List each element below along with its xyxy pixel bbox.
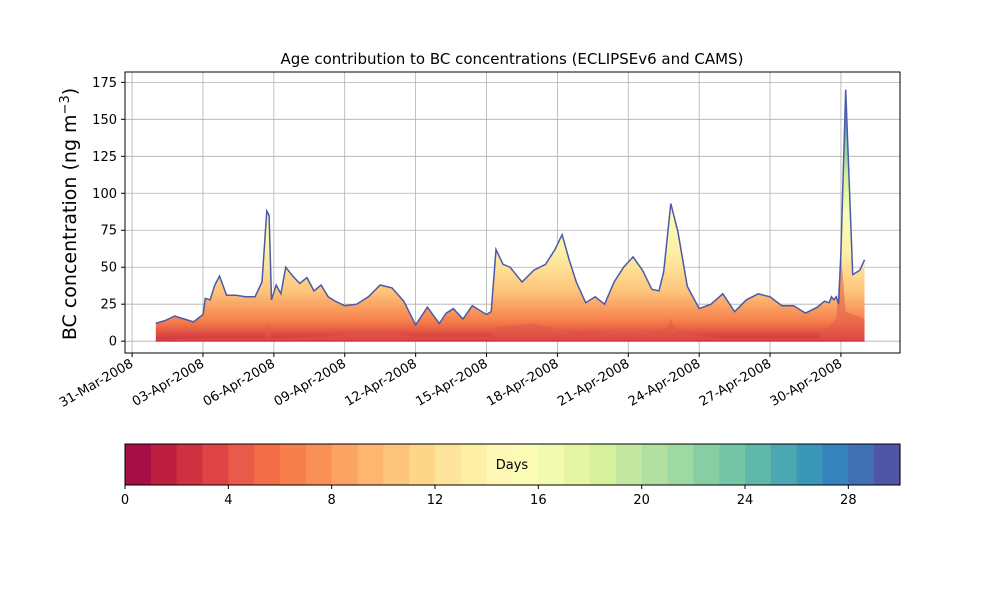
x-tick-label: 27-Apr-2008 [697,356,774,409]
colorbar-label: Days [496,458,529,473]
colorbar-cell [874,444,901,485]
y-tick-label: 75 [100,224,117,239]
x-tick-label: 12-Apr-2008 [343,356,420,409]
x-axis-ticks: 31-Mar-200803-Apr-200806-Apr-200809-Apr-… [57,353,845,411]
x-tick-label: 06-Apr-2008 [201,356,278,409]
total-series-line [155,89,866,327]
colorbar-cell [719,444,746,485]
colorbar-cell [254,444,281,485]
colorbar-cell [409,444,436,485]
colorbar-cell [641,444,669,485]
x-tick-label: 15-Apr-2008 [413,356,490,409]
y-tick-label: 25 [100,298,117,313]
y-tick-label: 125 [92,150,117,165]
colorbar-cell [305,444,333,485]
colorbar-tick-label: 20 [633,493,650,508]
chart-title: Age contribution to BC concentrations (E… [281,50,744,68]
colorbar-tick-label: 0 [121,493,129,508]
colorbar-cell [667,444,694,485]
colorbar-cell [848,444,875,485]
colorbar-cell [460,444,488,485]
y-axis-label: BC concentration (ng m−3) [58,88,82,340]
colorbar-cell [486,444,514,485]
colorbar-cell [383,444,410,485]
age-stack-area [155,89,865,342]
colorbar-cell [228,444,255,485]
x-tick-label: 21-Apr-2008 [555,356,632,409]
colorbar-cell [796,444,824,485]
y-axis-label-suffix: ) [59,88,81,95]
colorbar-cell [822,444,849,485]
colorbar-tick-label: 12 [427,493,444,508]
colorbar-tick-label: 4 [224,493,232,508]
x-tick-label: 09-Apr-2008 [272,356,349,409]
y-axis-label-superscript: −3 [58,95,73,114]
y-tick-label: 175 [92,76,117,91]
y-tick-label: 100 [92,187,117,202]
colorbar-frame [124,443,901,486]
stacked-area-group [155,89,866,342]
colorbar-cell [280,444,307,485]
colorbar-cell [512,444,539,485]
x-tick-label: 24-Apr-2008 [626,356,703,409]
colorbar-cell [331,444,359,485]
x-tick-label: 31-Mar-2008 [57,356,136,410]
colorbar-cell [590,444,617,485]
colorbar-tick-label: 24 [737,493,754,508]
colorbar-cell [150,444,178,485]
y-tick-label: 0 [109,335,117,350]
colorbar-cell [357,444,384,485]
y-axis-ticks: 0 25 50 75 100 125 150 175 [92,76,125,350]
grid-lines [125,72,900,353]
y-tick-label: 50 [100,261,117,276]
colorbar-cell [202,444,229,485]
colorbar: 0 4 8 12 16 20 24 28 [121,443,901,508]
colorbar-tick-label: 16 [530,493,547,508]
y-axis-label-main: BC concentration (ng m [59,114,81,340]
x-tick-label: 03-Apr-2008 [130,356,207,409]
colorbar-tick-label: 8 [328,493,336,508]
colorbar-cell [615,444,643,485]
x-tick-label: 30-Apr-2008 [768,356,845,409]
colorbar-cell [693,444,720,485]
colorbar-tick-label: 28 [840,493,857,508]
colorbar-cell [745,444,772,485]
x-tick-label: 18-Apr-2008 [484,356,561,409]
colorbar-cell [538,444,565,485]
colorbar-cell [176,444,204,485]
y-tick-label: 150 [92,113,117,128]
colorbar-cell [564,444,591,485]
colorbar-cell [435,444,462,485]
plot-frame [124,71,901,354]
colorbar-cell [770,444,798,485]
colorbar-cell [125,444,152,485]
